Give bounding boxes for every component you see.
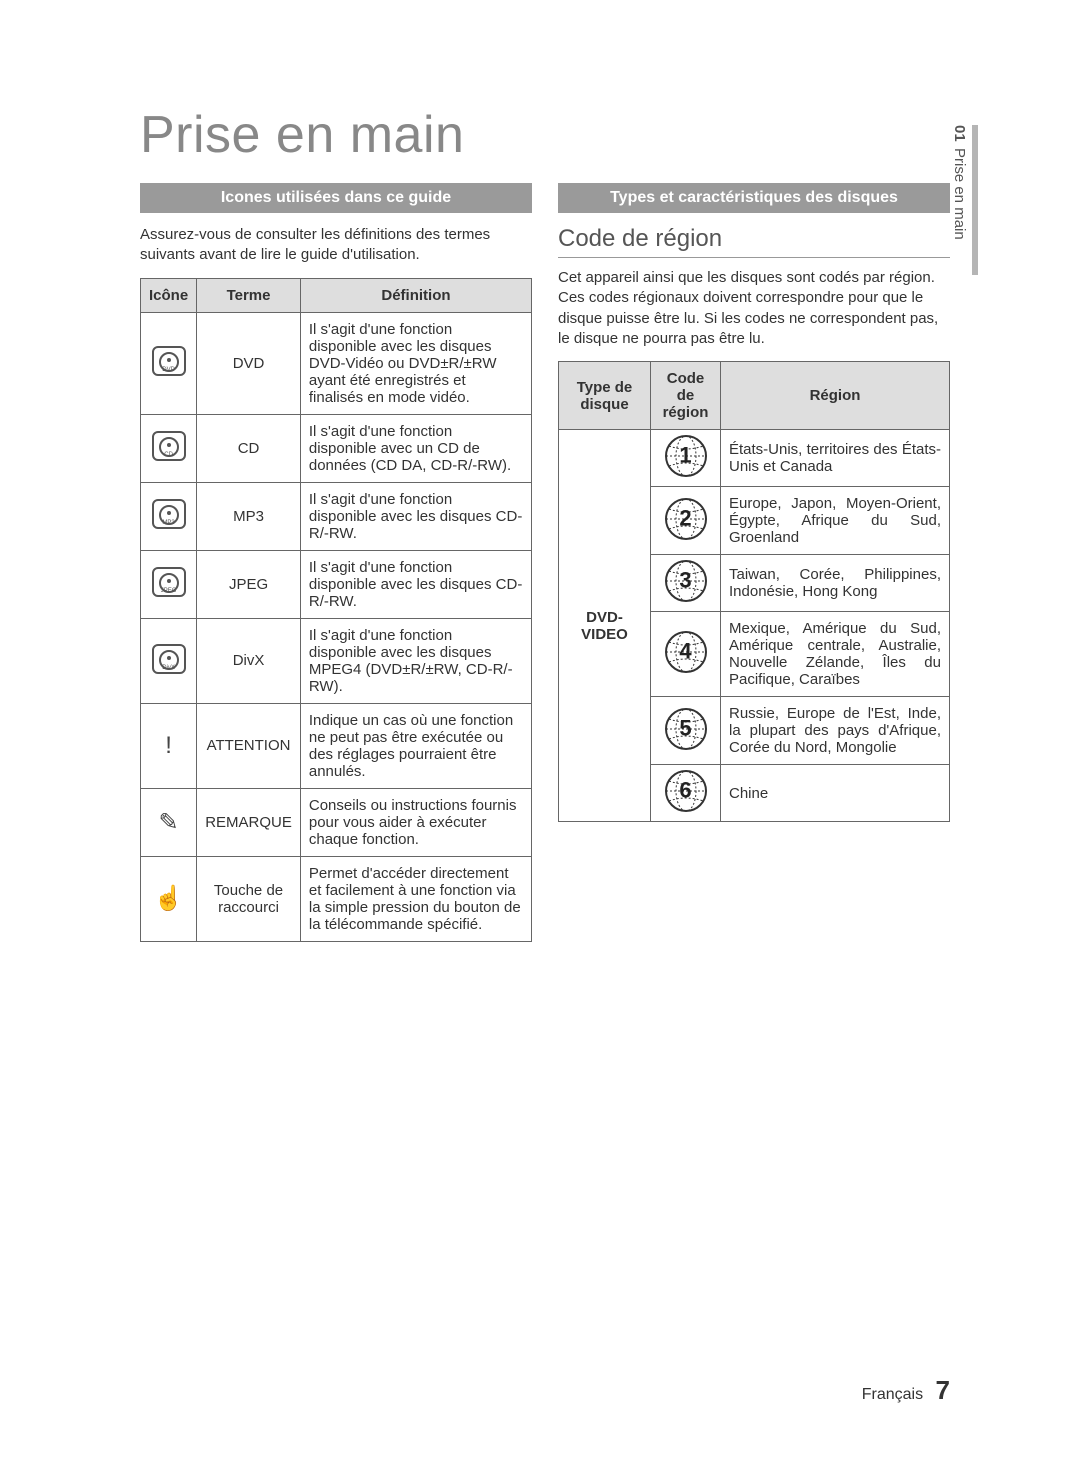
col-header-icon: Icône [141, 278, 197, 312]
term-cell: REMARQUE [197, 788, 301, 856]
chapter-title: Prise en main [140, 105, 950, 165]
icon-cell: DivX [141, 618, 197, 703]
globe-icon: 2 [664, 497, 708, 541]
region-code-number: 2 [679, 505, 691, 531]
icons-table: Icône Terme Définition DVDDVDIl s'agit d… [140, 278, 532, 942]
disc-icon: DivX [152, 644, 186, 674]
table-row: ☝Touche de raccourciPermet d'accéder dir… [141, 856, 532, 941]
region-code-cell: 3 [651, 555, 721, 612]
region-code-cell: 2 [651, 487, 721, 555]
disc-icon-label: DVD [154, 367, 184, 373]
region-code-number: 5 [679, 715, 691, 741]
side-accent-bar [972, 125, 978, 275]
region-intro-text: Cet appareil ainsi que les disques sont … [558, 268, 950, 349]
disc-icon-label: MP3 [154, 520, 184, 526]
globe-icon: 3 [664, 559, 708, 603]
definition-cell: Conseils ou instructions fournis pour vo… [300, 788, 531, 856]
term-cell: CD [197, 414, 301, 482]
region-code-number: 3 [679, 567, 691, 593]
globe-icon: 5 [664, 707, 708, 751]
definition-cell: Indique un cas où une fonction ne peut p… [300, 703, 531, 788]
term-cell: MP3 [197, 482, 301, 550]
region-code-cell: 1 [651, 430, 721, 487]
left-column: Icones utilisées dans ce guide Assurez-v… [140, 183, 532, 942]
table-row: !ATTENTIONIndique un cas où une fonction… [141, 703, 532, 788]
region-text-cell: Russie, Europe de l'Est, Inde, la plupar… [721, 697, 950, 765]
table-row: JPEGJPEGIl s'agit d'une fonction disponi… [141, 550, 532, 618]
icon-cell: JPEG [141, 550, 197, 618]
table-row: DVD-VIDEO1États-Unis, territoires des Ét… [559, 430, 950, 487]
col-header-definition: Définition [300, 278, 531, 312]
disc-icon-label: DivX [154, 665, 184, 671]
footer-page-number: 7 [936, 1375, 950, 1405]
globe-icon: 1 [664, 434, 708, 478]
shortcut-icon: ☝ [145, 884, 192, 913]
note-icon: ✎ [145, 808, 192, 837]
col-header-region: Région [721, 362, 950, 430]
icon-cell: ! [141, 703, 197, 788]
region-code-number: 4 [679, 638, 691, 664]
region-code-table: Type de disque Code de région Région DVD… [558, 361, 950, 822]
section-bar-icons: Icones utilisées dans ce guide [140, 183, 532, 213]
table-header-row: Type de disque Code de région Région [559, 362, 950, 430]
table-row: ✎REMARQUEConseils ou instructions fourni… [141, 788, 532, 856]
icon-cell: DVD [141, 312, 197, 414]
globe-icon: 6 [664, 769, 708, 813]
term-cell: JPEG [197, 550, 301, 618]
side-tab: 01 Prise en main [951, 125, 968, 239]
disc-icon: DVD [152, 346, 186, 376]
side-tab-label: Prise en main [951, 148, 968, 240]
divider [558, 257, 950, 258]
region-text-cell: Chine [721, 765, 950, 822]
region-text-cell: Taiwan, Corée, Philippines, Indonésie, H… [721, 555, 950, 612]
table-row: CDCDIl s'agit d'une fonction disponible … [141, 414, 532, 482]
table-row: DVDDVDIl s'agit d'une fonction disponibl… [141, 312, 532, 414]
region-code-number: 6 [679, 777, 691, 803]
table-header-row: Icône Terme Définition [141, 278, 532, 312]
term-cell: ATTENTION [197, 703, 301, 788]
term-cell: DVD [197, 312, 301, 414]
table-row: MP3MP3Il s'agit d'une fonction disponibl… [141, 482, 532, 550]
region-code-cell: 6 [651, 765, 721, 822]
col-header-term: Terme [197, 278, 301, 312]
right-column: Types et caractéristiques des disques Co… [558, 183, 950, 822]
region-text-cell: Europe, Japon, Moyen-Orient, Égypte, Afr… [721, 487, 950, 555]
region-code-cell: 4 [651, 612, 721, 697]
page-footer: Français 7 [862, 1375, 950, 1406]
disc-type-cell: DVD-VIDEO [559, 430, 651, 822]
icons-intro-text: Assurez-vous de consulter les définition… [140, 225, 532, 266]
section-bar-disc-types: Types et caractéristiques des disques [558, 183, 950, 213]
icon-cell: MP3 [141, 482, 197, 550]
page: 01 Prise en main Prise en main Icones ut… [0, 0, 1080, 1476]
definition-cell: Permet d'accéder directement et facileme… [300, 856, 531, 941]
globe-icon: 4 [664, 630, 708, 674]
icon-cell: ✎ [141, 788, 197, 856]
side-tab-number: 01 [951, 125, 968, 142]
two-column-layout: Icones utilisées dans ce guide Assurez-v… [140, 183, 950, 942]
disc-icon: JPEG [152, 567, 186, 597]
col-header-region-code: Code de région [651, 362, 721, 430]
icon-cell: CD [141, 414, 197, 482]
definition-cell: Il s'agit d'une fonction disponible avec… [300, 618, 531, 703]
definition-cell: Il s'agit d'une fonction disponible avec… [300, 312, 531, 414]
disc-icon-label: JPEG [154, 588, 184, 594]
region-code-number: 1 [679, 442, 691, 468]
icon-cell: ☝ [141, 856, 197, 941]
term-cell: Touche de raccourci [197, 856, 301, 941]
caution-icon: ! [145, 732, 192, 760]
table-row: DivXDivXIl s'agit d'une fonction disponi… [141, 618, 532, 703]
term-cell: DivX [197, 618, 301, 703]
footer-language: Français [862, 1386, 923, 1403]
disc-icon-label: CD [154, 452, 184, 458]
subheading-region-code: Code de région [558, 225, 950, 253]
definition-cell: Il s'agit d'une fonction disponible avec… [300, 550, 531, 618]
disc-icon: CD [152, 431, 186, 461]
col-header-disc-type: Type de disque [559, 362, 651, 430]
disc-icon: MP3 [152, 499, 186, 529]
definition-cell: Il s'agit d'une fonction disponible avec… [300, 414, 531, 482]
region-text-cell: États-Unis, territoires des États-Unis e… [721, 430, 950, 487]
region-text-cell: Mexique, Amérique du Sud, Amérique centr… [721, 612, 950, 697]
region-code-cell: 5 [651, 697, 721, 765]
definition-cell: Il s'agit d'une fonction disponible avec… [300, 482, 531, 550]
